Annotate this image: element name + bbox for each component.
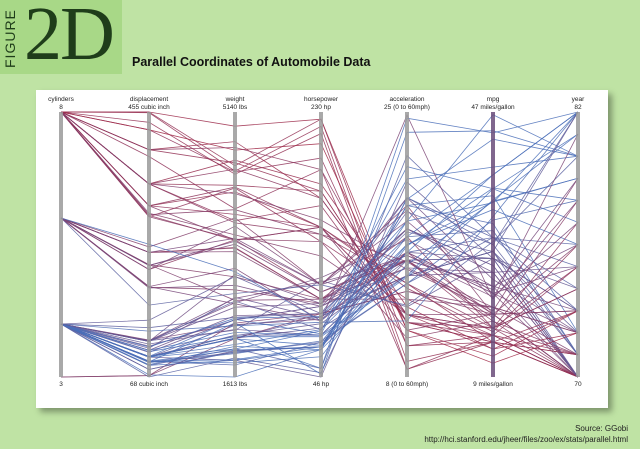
axis-max-label-horsepower: 230 hp (311, 104, 331, 111)
figure-badge: FIGURE 2D (0, 0, 122, 74)
axis-bar-mpg (491, 112, 495, 377)
figure-number: 2D (24, 0, 115, 76)
axis-name-mpg: mpg (487, 96, 500, 103)
axis-max-label-cylinders: 8 (59, 104, 63, 111)
figure-word: FIGURE (2, 9, 18, 69)
axis-name-weight: weight (225, 96, 245, 103)
chart-panel: cylinders 8 3 displacement 455 cubic inch 68 … (36, 90, 608, 408)
axis-name-acceleration: acceleration (389, 96, 424, 103)
axis-min-label-acceleration: 8 (0 to 60mph) (386, 381, 428, 388)
axis-min-label-horsepower: 46 hp (313, 381, 330, 388)
axis-name-horsepower: horsepower (304, 96, 339, 103)
axis-max-label-year: 82 (574, 104, 582, 111)
axis-name-year: year (572, 96, 585, 103)
axis-max-label-acceleration: 25 (0 to 60mph) (384, 104, 430, 111)
axis-bar-year (576, 112, 580, 377)
axis-min-label-cylinders: 3 (59, 381, 63, 388)
axis-min-label-mpg: 9 miles/gallon (473, 381, 513, 388)
axis-bar-horsepower (319, 112, 323, 377)
source-url[interactable]: http://hci.stanford.edu/jheer/files/zoo/… (424, 435, 628, 444)
axis-name-cylinders: cylinders (48, 96, 74, 103)
axis-bar-cylinders (59, 112, 63, 377)
axis-bar-acceleration (405, 112, 409, 377)
axis-bar-displacement (147, 112, 151, 377)
axis-bar-weight (233, 112, 237, 377)
axis-min-label-weight: 1613 lbs (223, 381, 248, 388)
axis-max-label-weight: 5140 lbs (223, 104, 248, 111)
axis-min-label-displacement: 68 cubic inch (130, 381, 168, 388)
source-credit: Source: GGobi (575, 424, 628, 433)
page-title: Parallel Coordinates of Automobile Data (132, 55, 371, 69)
axis-name-displacement: displacement (130, 96, 168, 103)
axis-min-label-year: 70 (574, 381, 582, 388)
axis-max-label-mpg: 47 miles/gallon (471, 104, 515, 111)
axis-max-label-displacement: 455 cubic inch (128, 104, 170, 111)
